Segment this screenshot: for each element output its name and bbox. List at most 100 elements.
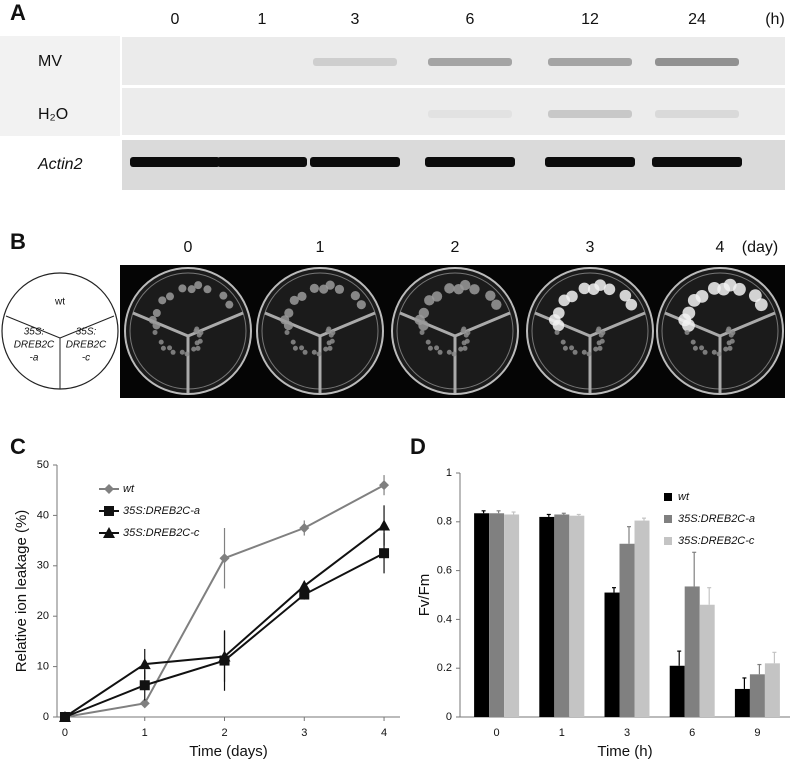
gel-band (310, 157, 400, 167)
marker (379, 480, 390, 491)
y-tick-label: 30 (37, 560, 49, 572)
seedling (599, 338, 605, 344)
legend-swatch (664, 537, 672, 545)
seedling (178, 284, 187, 293)
x-tick-label: 6 (689, 727, 695, 739)
seedling (711, 349, 717, 355)
diagram-label: -a (30, 353, 39, 364)
x-tick-label: 1 (142, 727, 148, 739)
seedling (558, 294, 571, 307)
marker (219, 553, 230, 564)
seedling (327, 345, 333, 351)
gel-band (652, 157, 742, 167)
seedling (165, 292, 174, 301)
gel-band (545, 157, 635, 167)
seedling (723, 346, 729, 352)
seedling (323, 346, 329, 352)
gel-band (130, 157, 220, 167)
panel-label: C (10, 434, 26, 459)
seedling (581, 349, 587, 355)
seedling (619, 289, 632, 302)
seedling (464, 338, 470, 344)
seedling (600, 330, 606, 336)
seedling (716, 351, 722, 357)
lane-label: 12 (581, 11, 599, 28)
unit-label: (day) (742, 239, 778, 256)
seedling (219, 291, 228, 300)
seedling (699, 345, 705, 351)
seedling (437, 349, 443, 355)
seedling (425, 339, 431, 345)
panel-label: A (10, 0, 26, 25)
seedling (203, 285, 212, 294)
y-tick-label: 1 (446, 467, 452, 479)
unit-label: (h) (765, 11, 785, 28)
diagram-divider (5, 315, 115, 389)
seedling (554, 329, 560, 335)
x-tick-label: 4 (381, 727, 387, 739)
gel-row (122, 88, 785, 135)
plate (256, 267, 384, 395)
legend-label: 35S:DREB2C-c (123, 527, 200, 539)
seedling (292, 345, 298, 351)
seedling (431, 291, 443, 302)
seedling (434, 345, 440, 351)
seedling (690, 339, 696, 345)
x-tick-label: 3 (624, 727, 630, 739)
seedling (562, 345, 568, 351)
bar (569, 515, 585, 717)
marker (139, 680, 150, 691)
seedling (326, 326, 332, 332)
y-tick-label: 0 (446, 711, 452, 723)
seedling (465, 330, 471, 336)
diagram-label: -c (82, 353, 90, 364)
marker (298, 579, 311, 591)
seedling (170, 349, 176, 355)
marker (379, 548, 390, 559)
seedling (184, 351, 190, 357)
gel-band (425, 157, 515, 167)
seedling (289, 295, 299, 305)
x-tick-label: 0 (494, 727, 500, 739)
seedling (684, 329, 690, 335)
seedling (284, 329, 290, 335)
legend-label: wt (123, 483, 135, 495)
seedling (197, 338, 203, 344)
x-axis-title: Time (days) (189, 743, 268, 760)
seedling (198, 330, 204, 336)
marker (299, 589, 310, 600)
seedling (754, 298, 768, 312)
bar (684, 586, 700, 717)
y-tick-label: 0.8 (437, 516, 452, 528)
seedling (356, 300, 366, 310)
seedling (297, 291, 307, 302)
bar (669, 665, 685, 717)
legend-swatch (664, 493, 672, 501)
seedling (280, 315, 290, 325)
seedling (148, 315, 157, 324)
seedling (299, 345, 305, 351)
lane-label: 0 (171, 11, 180, 28)
x-tick-label: 1 (559, 727, 565, 739)
seedling (491, 299, 502, 310)
seedling (194, 326, 200, 332)
gel-band (217, 157, 307, 167)
y-tick-label: 0.6 (437, 565, 452, 577)
marker (139, 698, 150, 709)
seedling (729, 338, 735, 344)
seedling (548, 314, 561, 326)
y-tick-label: 40 (37, 509, 49, 521)
row-label: Actin2 (37, 156, 83, 173)
gel-band (313, 58, 397, 66)
seedling (586, 351, 592, 357)
seedling (195, 345, 201, 351)
seedling (462, 345, 468, 351)
seedling (560, 339, 566, 345)
seedling (748, 289, 762, 303)
day-label: 4 (716, 239, 725, 256)
seedling (225, 300, 234, 309)
seedling (726, 326, 732, 332)
seedling (727, 345, 733, 351)
bar (539, 516, 555, 717)
seedling (290, 339, 296, 345)
